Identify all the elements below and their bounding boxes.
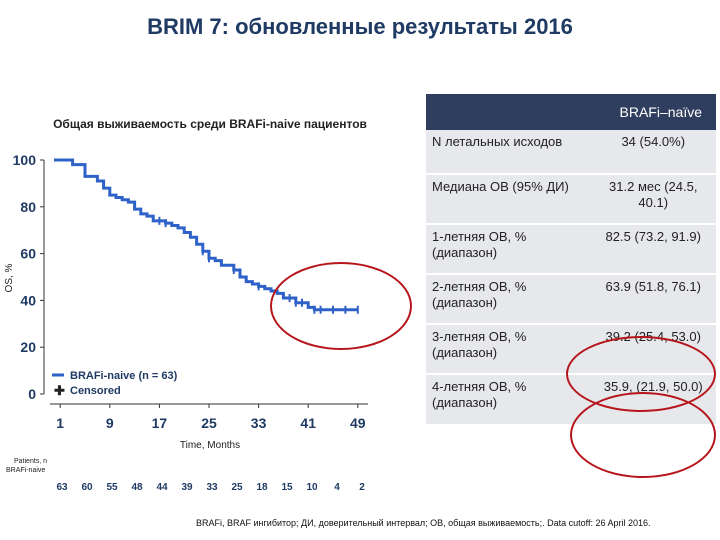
legend-label-series: BRAFi-naive (n = 63) [70, 370, 178, 382]
table-row: Медиана ОВ (95% ДИ) 31.2 мес (24.5, 40.1… [426, 173, 716, 224]
highlight-ellipse-4yr [570, 392, 716, 478]
at-risk-value: 55 [106, 482, 118, 493]
legend-censored-marker: ✚ [54, 383, 65, 398]
x-tick-label: 1 [56, 415, 64, 431]
table-row: N летальных исходов 34 (54.0%) [426, 130, 716, 174]
slide-title: BRIM 7: обновленные результаты 2016 [147, 14, 573, 39]
highlight-ellipse-chart [270, 262, 412, 350]
at-risk-value: 44 [156, 482, 168, 493]
x-tick-label: 25 [201, 415, 217, 431]
x-axis-label: Time, Months [180, 440, 240, 451]
chart-legend: BRAFi-naive (n = 63) ✚ Censored [52, 370, 178, 398]
row-label: 1-летняя ОВ, % (диапазон) [426, 223, 591, 274]
at-risk-value: 15 [281, 482, 293, 493]
at-risk-value: 33 [206, 482, 218, 493]
y-tick-label: 40 [20, 292, 36, 308]
x-tick-label: 17 [152, 415, 168, 431]
at-risk-value: 60 [81, 482, 93, 493]
row-label: Медиана ОВ (95% ДИ) [426, 173, 591, 224]
table-row: 1-летняя ОВ, % (диапазон) 82.5 (73.2, 91… [426, 223, 716, 274]
chart-axes: 0 20 40 60 80 100 1 9 17 25 33 41 49 [13, 152, 368, 431]
row-label: 2-летняя ОВ, % (диапазон) [426, 273, 591, 324]
at-risk-value: 39 [181, 482, 193, 493]
y-axis-label: OS, % [4, 263, 15, 292]
at-risk-value: 2 [359, 482, 365, 493]
chart-heading: Общая выживаемость среди BRAFi-naive пац… [53, 117, 367, 131]
at-risk-value: 63 [56, 482, 68, 493]
footnote: BRAFi, BRAF ингибитор; ДИ, доверительный… [196, 518, 651, 528]
y-tick-label: 100 [13, 152, 37, 168]
x-tick-label: 49 [350, 415, 366, 431]
at-risk-value: 10 [306, 482, 318, 493]
row-value: 34 (54.0%) [590, 130, 716, 174]
at-risk-label: Patients, n [14, 458, 47, 465]
x-tick-label: 33 [251, 415, 267, 431]
at-risk-group: BRAFi-naive [6, 467, 45, 474]
y-tick-label: 60 [20, 246, 36, 262]
y-tick-label: 80 [20, 199, 36, 215]
y-tick-label: 20 [20, 339, 36, 355]
row-label: 3-летняя ОВ, % (диапазон) [426, 323, 591, 374]
row-value: 82.5 (73.2, 91.9) [590, 223, 716, 274]
row-value: 31.2 мес (24.5, 40.1) [590, 173, 716, 224]
at-risk-value: 18 [256, 482, 268, 493]
legend-label-censored: Censored [70, 385, 121, 397]
at-risk-value: 48 [131, 482, 143, 493]
table-header: BRAFi–naïve [426, 94, 716, 130]
x-tick-label: 9 [106, 415, 114, 431]
table-row: 2-летняя ОВ, % (диапазон) 63.9 (51.8, 76… [426, 273, 716, 324]
x-tick-label: 41 [300, 415, 316, 431]
row-value: 63.9 (51.8, 76.1) [590, 273, 716, 324]
at-risk-value: 25 [231, 482, 243, 493]
row-label: 4-летняя ОВ, % (диапазон) [426, 373, 591, 424]
row-label: N летальных исходов [426, 130, 591, 174]
y-tick-label: 0 [28, 386, 36, 402]
at-risk-value: 4 [334, 482, 340, 493]
